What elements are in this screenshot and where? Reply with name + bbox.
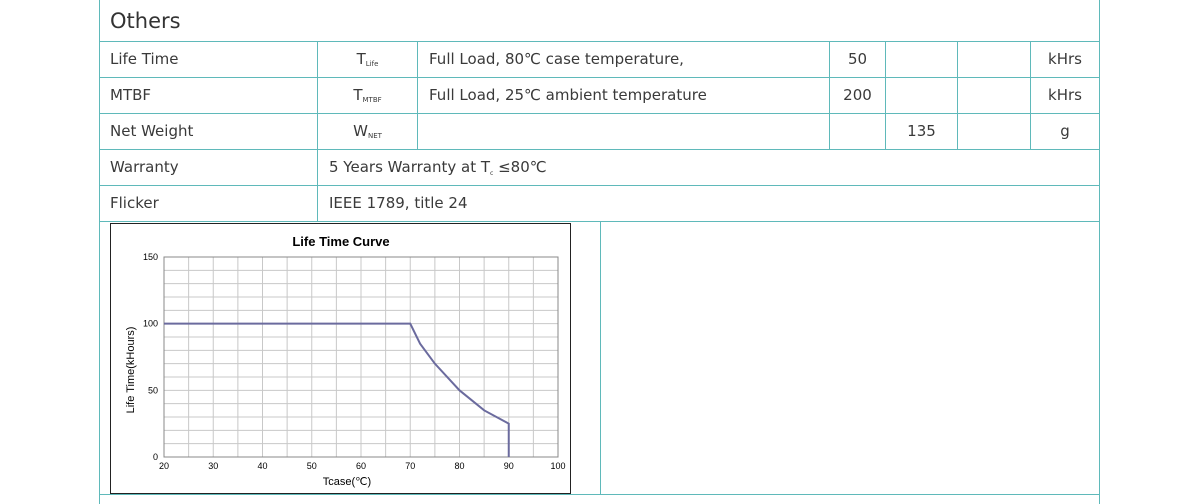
- col-divider: [829, 41, 830, 149]
- x-axis-label: Tcase(℃): [323, 476, 371, 488]
- chart-title: Life Time Curve: [292, 234, 389, 249]
- col-divider: [1030, 41, 1031, 149]
- row-divider: [100, 113, 1099, 114]
- chart-series: [164, 322, 510, 457]
- param-label: Life Time: [110, 50, 179, 68]
- col-divider: [600, 221, 601, 494]
- x-tick-label: 50: [307, 461, 317, 471]
- symbol-cell: WNET: [353, 122, 382, 140]
- x-tick-label: 40: [257, 461, 267, 471]
- section-title: Others: [110, 9, 181, 33]
- unit-cell: kHrs: [1048, 86, 1082, 104]
- y-tick-label: 0: [153, 452, 158, 462]
- row-divider: [100, 77, 1099, 78]
- life-time-chart: Life Time Curve 20 30 40 50 60 70 80 90 100 0 50 10…: [110, 223, 571, 494]
- plot-area-border: [163, 256, 559, 458]
- x-tick-label: 30: [208, 461, 218, 471]
- row-divider: [100, 185, 1099, 186]
- flicker-text: IEEE 1789, title 24: [329, 194, 468, 212]
- min-value: 200: [843, 86, 872, 104]
- x-tick-label: 60: [356, 461, 366, 471]
- param-label: MTBF: [110, 86, 152, 104]
- warranty-text: 5 Years Warranty at Tc ≤80℃: [329, 158, 547, 177]
- col-divider: [317, 41, 318, 221]
- flicker-label: Flicker: [110, 194, 159, 212]
- unit-cell: g: [1060, 122, 1070, 140]
- x-tick-label: 90: [504, 461, 514, 471]
- typ-value: 135: [907, 122, 936, 140]
- x-tick-label: 80: [454, 461, 464, 471]
- condition-cell: Full Load, 25℃ ambient temperature: [429, 86, 707, 104]
- y-tick-label: 50: [148, 385, 158, 395]
- x-tick-label: 70: [405, 461, 415, 471]
- spec-table: Others Life Time TLife Full Load, 80℃ ca…: [99, 0, 1100, 504]
- row-divider: [100, 41, 1099, 42]
- symbol-cell: TLife: [356, 50, 379, 68]
- life-time-curve-line: [164, 322, 510, 457]
- y-axis-label: Life Time(kHours): [125, 327, 137, 414]
- warranty-label: Warranty: [110, 158, 179, 176]
- y-tick-label: 100: [143, 319, 158, 329]
- row-divider: [100, 149, 1099, 150]
- chart-grid: [163, 256, 559, 458]
- unit-cell: kHrs: [1048, 50, 1082, 68]
- row-divider: [100, 494, 1099, 495]
- life-time-chart-svg: Life Time Curve 20 30 40 50 60 70 80 90 100 0 50 10…: [125, 234, 566, 488]
- chart-ticks: 20 30 40 50 60 70 80 90 100 0 50 100 150: [143, 252, 566, 471]
- param-label: Net Weight: [110, 122, 194, 140]
- x-tick-label: 100: [550, 461, 565, 471]
- min-value: 50: [847, 50, 868, 68]
- col-divider: [957, 41, 958, 149]
- x-tick-label: 20: [159, 461, 169, 471]
- row-divider: [100, 221, 1099, 222]
- symbol-cell: TMTBF: [353, 86, 382, 104]
- condition-cell: Full Load, 80℃ case temperature,: [429, 50, 684, 68]
- col-divider: [417, 41, 418, 149]
- col-divider: [885, 41, 886, 149]
- y-tick-label: 150: [143, 252, 158, 262]
